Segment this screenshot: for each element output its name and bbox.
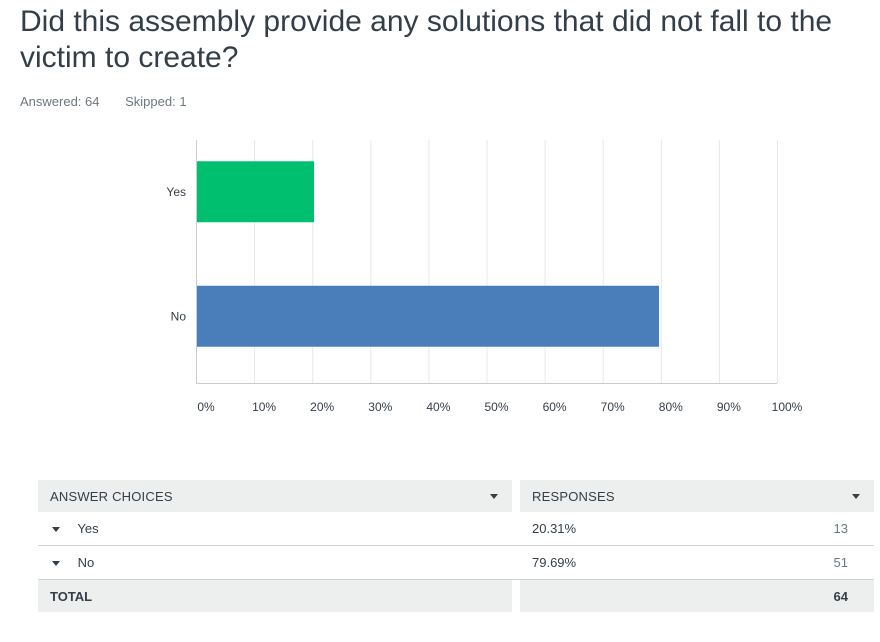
sort-caret-icon[interactable]	[490, 493, 498, 499]
x-tick-label: 90%	[717, 400, 741, 414]
question-title: Did this assembly provide any solutions …	[20, 5, 833, 74]
choice-cell[interactable]: No	[38, 545, 512, 580]
bar-chart: 0% 10% 20% 30% 40% 50% 60% 70% 80% 90% 100% Yes No	[166, 140, 803, 414]
column-separator	[512, 480, 520, 512]
results-table: ANSWER CHOICES RESPONSES Yes 20.31% 13	[38, 480, 874, 612]
x-tick-label: 100%	[772, 400, 803, 414]
x-tick-label: 40%	[426, 400, 450, 414]
answer-choices-header-label: ANSWER CHOICES	[50, 488, 173, 504]
response-count[interactable]: 51	[725, 545, 874, 580]
response-count[interactable]: 13	[725, 512, 874, 546]
sort-caret-icon[interactable]	[852, 493, 860, 499]
table-header-row: ANSWER CHOICES RESPONSES	[38, 480, 874, 512]
column-separator	[512, 579, 520, 612]
total-count: 64	[725, 579, 874, 612]
column-separator	[512, 545, 520, 580]
x-tick-label: 0%	[197, 400, 215, 414]
choice-label: Yes	[77, 521, 99, 536]
x-tick-label: 20%	[310, 400, 334, 414]
choice-label: No	[77, 555, 95, 570]
x-tick-label: 60%	[543, 400, 567, 414]
x-tick-label: 10%	[252, 400, 276, 414]
table-row: Yes 20.31% 13	[38, 512, 874, 546]
bar-yes	[197, 161, 315, 223]
total-label: TOTAL	[38, 579, 512, 612]
response-percent: 79.69%	[520, 545, 726, 580]
total-spacer	[520, 579, 726, 612]
answer-choices-header[interactable]: ANSWER CHOICES	[38, 480, 512, 512]
choice-cell[interactable]: Yes	[38, 512, 512, 546]
expand-caret-icon[interactable]	[52, 561, 60, 567]
x-tick-label: 70%	[601, 400, 625, 414]
expand-caret-icon[interactable]	[52, 527, 60, 533]
table-row: No 79.69% 51	[38, 545, 874, 580]
total-row: TOTAL 64	[38, 579, 874, 612]
category-label: Yes	[166, 185, 186, 199]
skipped-count: Skipped: 1	[125, 94, 187, 109]
x-tick-label: 80%	[659, 400, 683, 414]
response-percent: 20.31%	[520, 512, 726, 546]
bar-no	[197, 285, 659, 347]
responses-header[interactable]: RESPONSES	[520, 480, 874, 512]
answer-stats: Answered: 64 Skipped: 1	[20, 94, 209, 109]
column-separator	[512, 512, 520, 546]
x-tick-label: 50%	[484, 400, 508, 414]
answered-count: Answered: 64	[20, 94, 100, 109]
responses-header-label: RESPONSES	[532, 488, 615, 504]
category-label: No	[171, 309, 187, 323]
x-tick-label: 30%	[368, 400, 392, 414]
